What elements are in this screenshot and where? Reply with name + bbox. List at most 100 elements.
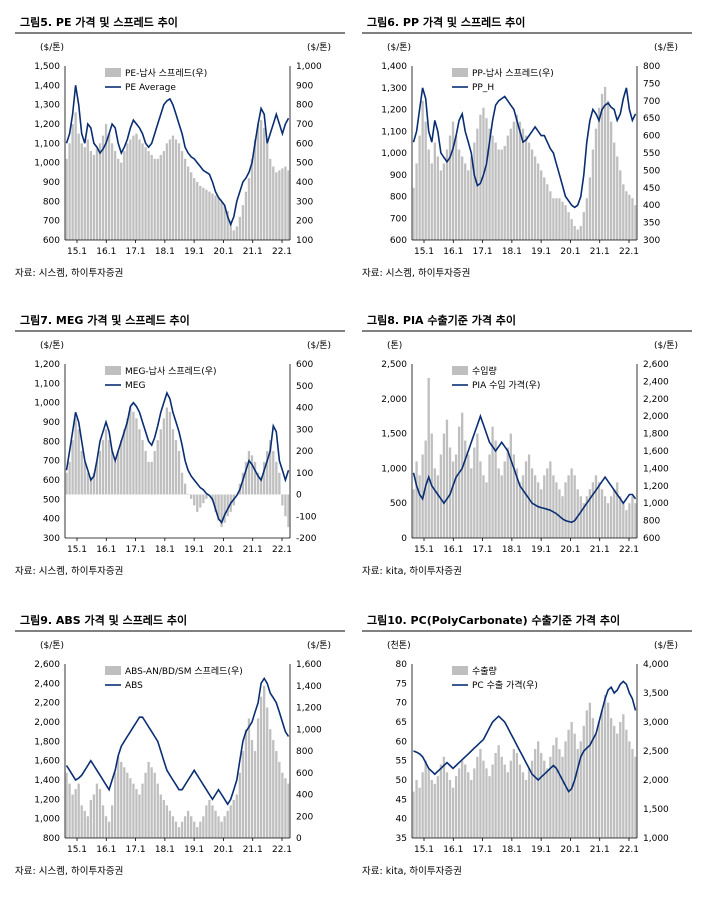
bar — [101, 135, 105, 240]
bar — [220, 494, 223, 528]
bar — [631, 749, 634, 838]
chart-svg: 그림9. ABS 가격 및 스프레드 추이 ($/톤) ($/톤) 2,600 2,40… — [15, 613, 345, 877]
bar — [439, 454, 443, 538]
bar — [430, 780, 433, 838]
x-tick-label: 15.1 — [414, 247, 434, 257]
series-line — [412, 87, 637, 209]
series-line — [413, 680, 637, 793]
bar — [558, 489, 561, 538]
left-tick-label: 1,400 — [34, 776, 60, 786]
left-tick-label: 50 — [396, 776, 408, 786]
bar — [546, 184, 549, 240]
bar — [512, 121, 516, 240]
bar — [117, 158, 120, 240]
bar — [470, 156, 473, 240]
series-line — [65, 85, 290, 227]
bar — [485, 118, 488, 240]
bar — [86, 472, 89, 495]
bar — [104, 124, 108, 240]
bar — [470, 468, 473, 538]
right-tick-label: 600 — [296, 139, 313, 149]
bar — [214, 810, 217, 838]
bar — [552, 745, 555, 838]
right-tick-label: 600 — [643, 132, 660, 142]
right-tick-label: 600 — [296, 360, 313, 370]
chart-title: 그림5. PE 가격 및 스프레드 추이 — [20, 15, 178, 29]
bar — [594, 475, 598, 538]
bar — [123, 767, 126, 838]
chart-svg: 그림8. PIA 수출기준 가격 추이 (톤) ($/톤) 2,500 2,000 1,5… — [362, 313, 692, 577]
chart-panel-pc: 그림10. PC(PolyCarbonate) 수출기준 가격 추이 (천톤) ($… — [357, 606, 697, 896]
left-tick-label: 600 — [43, 236, 60, 246]
bar — [98, 143, 102, 240]
bar — [619, 722, 622, 838]
bar — [613, 142, 616, 240]
left-tick-label: 800 — [43, 437, 60, 447]
right-tick-label: 300 — [643, 236, 660, 246]
left-tick-label: 300 — [43, 534, 60, 544]
bar — [470, 780, 473, 838]
bar — [558, 198, 561, 240]
left-tick-label: 1,200 — [381, 106, 407, 116]
bar — [205, 494, 208, 499]
bar — [129, 778, 132, 838]
left-tick-label: 900 — [43, 418, 60, 428]
bar — [415, 780, 418, 838]
bar — [86, 816, 89, 838]
bar — [132, 135, 135, 240]
left-tick-label: 400 — [43, 515, 60, 525]
bar — [186, 166, 190, 240]
right-tick-label: 4,000 — [643, 660, 669, 670]
bar — [597, 107, 601, 240]
right-tick-label: 700 — [296, 120, 313, 130]
bar — [518, 482, 522, 538]
bar — [421, 100, 424, 240]
bar — [445, 419, 449, 538]
x-tick-label: 19.1 — [531, 845, 551, 855]
bar — [199, 494, 202, 508]
bar — [464, 440, 467, 538]
bar — [430, 163, 433, 240]
left-tick-label: 700 — [390, 214, 407, 224]
bar — [132, 783, 135, 838]
bar — [114, 461, 117, 495]
bar — [631, 496, 634, 538]
x-tick-label: 15.1 — [414, 545, 434, 555]
bar — [451, 121, 455, 240]
x-tick-label: 17.1 — [126, 545, 146, 555]
bar — [223, 205, 226, 240]
x-tick-label: 20.1 — [213, 845, 233, 855]
bar — [457, 149, 461, 240]
bar — [415, 461, 418, 538]
bar — [518, 121, 522, 240]
bar — [171, 135, 175, 240]
bar — [597, 482, 601, 538]
bar — [579, 741, 582, 838]
right-tick-label: 800 — [643, 517, 660, 527]
bar — [533, 749, 537, 838]
bar — [436, 156, 439, 240]
bar — [482, 475, 485, 538]
bar — [570, 219, 573, 240]
bar — [259, 120, 263, 240]
x-tick-label: 21.1 — [243, 247, 263, 257]
bar — [180, 151, 184, 240]
bar — [415, 163, 418, 240]
bar — [190, 816, 193, 838]
bar — [512, 454, 516, 538]
bar — [616, 156, 619, 240]
bar — [628, 503, 631, 538]
bar — [199, 821, 202, 838]
left-tick-label: 800 — [43, 197, 60, 207]
bar — [226, 494, 229, 517]
bar — [488, 454, 491, 538]
left-unit: ($/톤) — [40, 640, 64, 651]
bar — [530, 149, 534, 240]
right-unit: ($/톤) — [307, 340, 331, 351]
bar — [171, 429, 175, 495]
left-tick-label: 500 — [390, 499, 407, 509]
bar — [500, 756, 503, 838]
bar — [418, 787, 421, 838]
source-note: 자료: 시스켐, 하이투자증권 — [15, 267, 123, 279]
right-tick-label: 650 — [643, 114, 660, 124]
